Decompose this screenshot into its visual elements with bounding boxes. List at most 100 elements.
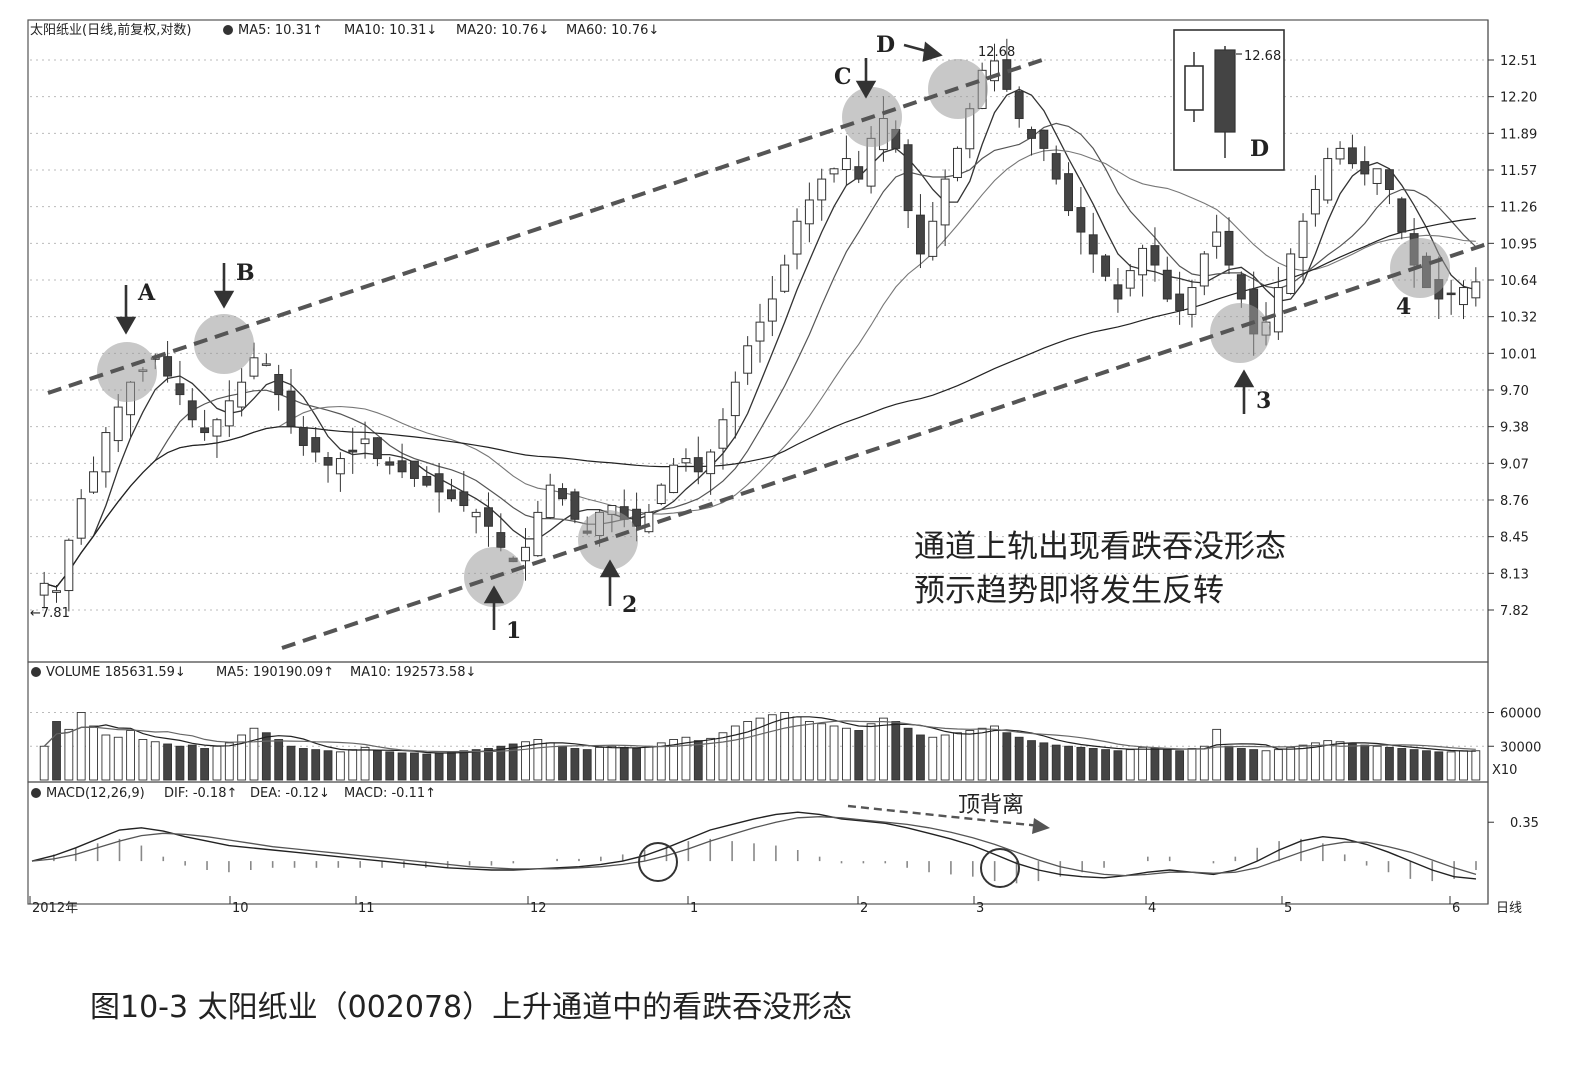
- volume-header: VOLUME 185631.59↓ MA5: 190190.09↑ MA10: …: [31, 665, 476, 680]
- volume-bar: [1138, 746, 1147, 781]
- candlestick: [693, 436, 703, 485]
- candlestick: [1125, 264, 1135, 297]
- candlestick: [854, 150, 864, 184]
- volume-bar: [175, 745, 185, 781]
- volume-bar: [138, 739, 148, 781]
- candlestick: [780, 254, 790, 294]
- candlestick: [200, 409, 210, 441]
- volume-bar: [669, 739, 679, 781]
- volume-bar: [1236, 748, 1246, 781]
- candlestick: [1212, 214, 1222, 259]
- price-tick-label: 12.51: [1500, 54, 1537, 69]
- date-axis-label: 5: [1284, 901, 1292, 916]
- volume-bar: [187, 744, 197, 781]
- volume-bar: [903, 727, 913, 781]
- volume-bar: [928, 736, 938, 781]
- volume-bar: [582, 749, 592, 781]
- volume-bar: [1249, 749, 1259, 781]
- price-header-ma10: MA10: 10.31↓: [344, 23, 437, 38]
- highlight-circle-a: [97, 342, 157, 402]
- volume-bar: [434, 752, 444, 781]
- volume-tick-label: 60000: [1500, 707, 1541, 722]
- volume-bar: [681, 736, 691, 781]
- volume-bar: [274, 739, 284, 781]
- candlestick: [1187, 279, 1197, 328]
- volume-bar: [570, 748, 580, 781]
- price-tick-label: 10.95: [1500, 237, 1537, 252]
- candlestick: [953, 146, 962, 182]
- volume-bar: [237, 734, 247, 781]
- candlestick: [76, 489, 86, 545]
- candlestick: [743, 336, 753, 385]
- candlestick: [644, 504, 654, 534]
- candlestick: [187, 388, 197, 428]
- price-header-ma60: MA60: 10.76↓: [566, 23, 659, 38]
- volume-bar: [990, 725, 999, 781]
- candlestick: [1088, 212, 1098, 273]
- volume-bar: [311, 749, 321, 781]
- volume-bar: [780, 712, 790, 781]
- volume-bar: [558, 745, 567, 781]
- candlestick: [570, 488, 580, 524]
- price-header: 太阳纸业(日线,前复权,对数) MA5: 10.31↑ MA10: 10.31↓…: [30, 22, 659, 38]
- highlight-circle-3: [1210, 303, 1270, 363]
- volume-bar: [1397, 748, 1407, 781]
- ma10-line: [44, 122, 1477, 588]
- price-tick-label: 9.07: [1500, 457, 1529, 472]
- volume-bar: [940, 734, 950, 781]
- volume-bar: [113, 736, 123, 781]
- date-axis-label: 2: [860, 901, 868, 916]
- price-axis-ticks: 12.51 12.20 11.89 11.57 11.26 10.95 10.64 10.32…: [1488, 54, 1537, 619]
- volume-ma5-line: [43, 716, 1476, 754]
- date-axis-label: 6: [1452, 901, 1460, 916]
- candlestick: [1323, 147, 1333, 204]
- candlestick: [212, 417, 222, 458]
- annotation-arrows: [115, 41, 1255, 630]
- volume-bar: [39, 745, 49, 781]
- candlestick: [1039, 129, 1049, 162]
- volume-bar: [1310, 742, 1320, 781]
- volume-bar: [1101, 749, 1110, 781]
- volume-bar: [212, 745, 222, 781]
- macd-dif-line: [31, 811, 1477, 880]
- volume-bar: [89, 725, 98, 781]
- candlestick: [237, 368, 247, 417]
- candlestick: [422, 466, 432, 488]
- volume-bar: [1385, 746, 1394, 781]
- volume-bar: [508, 743, 518, 781]
- macd-header-dif: DIF: -0.18↑: [164, 786, 237, 801]
- candlestick: [533, 500, 543, 557]
- candlestick: [1384, 169, 1394, 205]
- candlestick: [1310, 175, 1320, 227]
- candlestick: [335, 452, 345, 492]
- top-divergence-arrow-line: [847, 804, 1041, 828]
- volume-bar: [1175, 750, 1185, 781]
- label-4: 4: [1396, 294, 1411, 320]
- volume-bar: [335, 751, 345, 781]
- volume-bar: [644, 745, 654, 781]
- top-divergence-arrow-head: [1032, 818, 1050, 834]
- candlestick: [1397, 196, 1407, 240]
- candlestick: [372, 437, 382, 467]
- candlestick: [39, 571, 49, 609]
- volume-bar: [200, 748, 210, 781]
- volume-bar: [829, 725, 839, 781]
- volume-bar: [360, 746, 370, 781]
- price-tick-label: 10.64: [1500, 274, 1537, 289]
- price-header-name: 太阳纸业(日线,前复权,对数): [30, 22, 191, 38]
- candlestick: [1051, 145, 1061, 185]
- price-tick-label: 12.20: [1500, 91, 1537, 106]
- volume-bar: [977, 727, 987, 781]
- volume-bar: [484, 748, 493, 781]
- volume-bar: [916, 734, 925, 781]
- macd-dea-line: [31, 816, 1477, 877]
- price-tick-label: 8.13: [1500, 567, 1529, 582]
- volume-bar: [1014, 736, 1024, 781]
- label-c: C: [834, 64, 852, 90]
- volume-bar: [471, 749, 481, 781]
- inset-high-label: 12.68: [1244, 49, 1281, 64]
- candlestick: [311, 427, 321, 463]
- candlestick: [1113, 268, 1123, 313]
- volume-bar: [397, 752, 407, 781]
- price-tick-label: 8.76: [1500, 494, 1529, 509]
